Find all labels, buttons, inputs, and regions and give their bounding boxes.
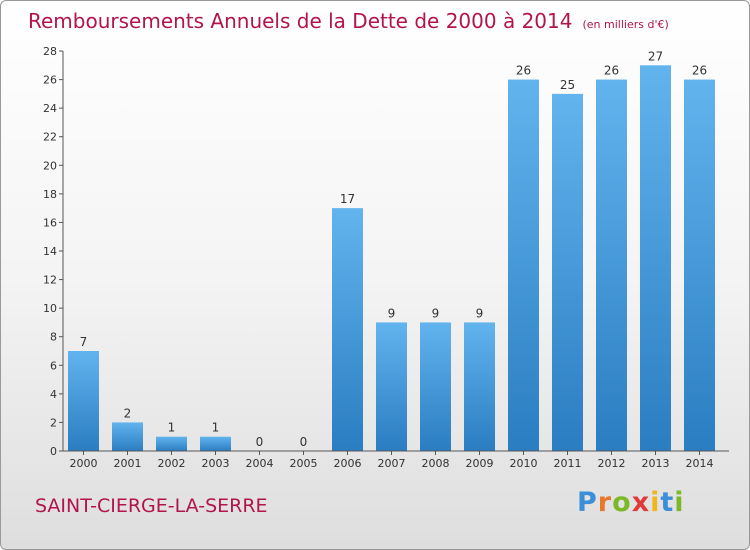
x-tick-label-2003: 2003: [202, 457, 230, 470]
y-tick-label: 28: [43, 45, 57, 58]
data-label-2001: 2: [124, 406, 132, 420]
logo-letter: P: [577, 487, 598, 518]
bar-2002: [156, 436, 187, 451]
bar-2008: [420, 322, 451, 451]
y-tick-label: 2: [50, 416, 57, 429]
x-tick-label-2013: 2013: [642, 457, 670, 470]
x-tick-label-2001: 2001: [114, 457, 142, 470]
x-tick-label-2004: 2004: [246, 457, 274, 470]
chart-title-block: Remboursements Annuels de la Dette de 20…: [28, 9, 669, 33]
data-label-2000: 7: [80, 335, 88, 349]
bar-2010: [508, 79, 539, 452]
data-label-2008: 9: [432, 306, 440, 320]
y-tick-label: 20: [43, 159, 57, 172]
data-label-2011: 25: [560, 78, 575, 92]
x-tick-label-2007: 2007: [378, 457, 406, 470]
data-label-2010: 26: [516, 64, 531, 78]
commune-name: SAINT-CIERGE-LA-SERRE: [35, 495, 268, 517]
logo-letter: t: [660, 487, 675, 518]
data-label-2012: 26: [604, 64, 619, 78]
x-tick-label-2005: 2005: [290, 457, 318, 470]
x-tick-label-2010: 2010: [510, 457, 538, 470]
y-tick-label: 12: [43, 274, 57, 287]
logo-letter: i: [650, 487, 661, 518]
data-label-2014: 26: [692, 64, 707, 78]
x-tick-label-2008: 2008: [422, 457, 450, 470]
x-tick-label-2014: 2014: [686, 457, 714, 470]
bar-2013: [640, 65, 671, 452]
data-label-2007: 9: [388, 306, 396, 320]
y-tick-label: 16: [43, 216, 57, 229]
bars-group: [68, 65, 715, 452]
data-label-2003: 1: [212, 421, 220, 435]
x-tick-label-2006: 2006: [334, 457, 362, 470]
y-tick-label: 8: [50, 331, 57, 344]
x-tick-label-2002: 2002: [158, 457, 186, 470]
bar-2000: [68, 351, 99, 451]
y-tick-label: 22: [43, 131, 57, 144]
bar-2001: [112, 422, 143, 451]
data-label-2002: 1: [168, 421, 176, 435]
y-tick-label: 4: [50, 388, 57, 401]
data-label-2013: 27: [648, 49, 663, 63]
y-tick-label: 18: [43, 188, 57, 201]
chart-subtitle: (en milliers d'€): [582, 18, 669, 31]
logo-letter: x: [631, 487, 651, 518]
bar-2012: [596, 79, 627, 452]
y-tick-label: 10: [43, 302, 57, 315]
y-tick-label: 0: [50, 445, 57, 458]
logo-letter: i: [674, 487, 685, 518]
data-label-2004: 0: [256, 435, 264, 449]
chart-title: Remboursements Annuels de la Dette de 20…: [28, 9, 573, 33]
bar-2011: [552, 93, 583, 451]
logo-letter: o: [612, 487, 632, 518]
bar-2003: [200, 436, 231, 451]
bar-2007: [376, 322, 407, 451]
data-label-2009: 9: [476, 306, 484, 320]
bar-2014: [684, 79, 715, 452]
y-tick-label: 6: [50, 359, 57, 372]
x-tick-label-2012: 2012: [598, 457, 626, 470]
data-label-2006: 17: [340, 192, 355, 206]
y-tick-label: 26: [43, 74, 57, 87]
y-tick-label: 14: [43, 245, 57, 258]
x-axis: 2000 2001 2002 2003 2004 2005 2006 2007 2008 2009…: [63, 450, 729, 470]
logo-letter: r: [597, 487, 613, 518]
bar-2009: [464, 322, 495, 451]
proxiti-logo: Proxiti: [577, 487, 685, 518]
data-label-2005: 0: [300, 435, 308, 449]
bar-2006: [332, 208, 363, 451]
x-tick-label-2011: 2011: [554, 457, 582, 470]
y-tick-label: 24: [43, 102, 57, 115]
x-tick-label-2000: 2000: [70, 457, 98, 470]
data-labels-group: 7 2 1 1 0 0 17 9 9 9 26 25 26 27 26: [80, 49, 707, 449]
x-tick-label-2009: 2009: [466, 457, 494, 470]
